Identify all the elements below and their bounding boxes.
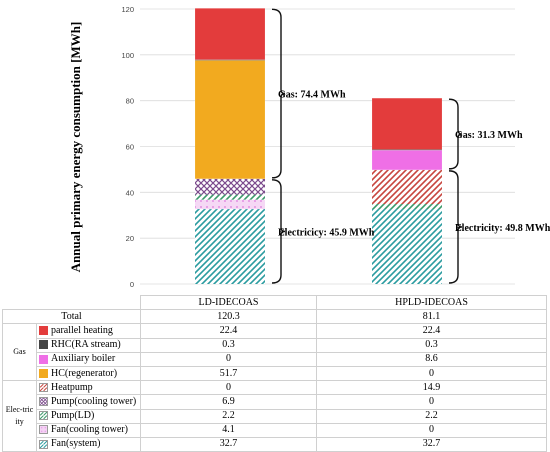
row-label-total: Total: [2, 309, 141, 325]
annotation-label: Electricicy: 45.9 MWh: [278, 227, 375, 238]
table-row: Gas parallel heating 22.4 22.4: [2, 323, 547, 382]
table-header-row: LD-IDECOAS HPLD-IDECOAS: [2, 294, 547, 311]
table-row: Auxiliary boiler 0 8.6: [3, 351, 547, 367]
series-name: parallel heating: [51, 324, 113, 336]
y-tick-label: 120: [121, 5, 134, 14]
cell-value: 4.1: [140, 422, 317, 438]
y-tick-label: 40: [126, 188, 134, 197]
bar-segment-pump-ld-hpld-idecoas: [372, 204, 442, 210]
cell-value: 0: [316, 422, 547, 438]
series-name: Fan(system): [51, 438, 101, 450]
table-row: Fan(cooling tower) 4.1 0: [3, 422, 547, 438]
table-row: Pump(LD) 2.2 2.2: [3, 408, 547, 424]
legend-swatch: [39, 397, 48, 407]
legend-swatch: [39, 340, 48, 350]
cell-value: 22.4: [140, 323, 317, 339]
bar-segment-fan-system-hpld-idecoas: [372, 209, 442, 284]
row-label-heatpump: Heatpump: [36, 380, 141, 396]
cell-value: 8.6: [316, 351, 547, 367]
series-name: HC(regenerator): [51, 367, 118, 379]
annotation-bracket: [448, 170, 463, 284]
cell-value: 0: [316, 365, 547, 382]
series-name: RHC(RA stream): [51, 339, 121, 351]
legend-swatch: [39, 368, 48, 378]
group-label-gas: Gas: [2, 323, 37, 382]
cell-value: 0: [140, 351, 317, 367]
bar-segment-pump-cooling-tower-ld-idecoas: [195, 178, 265, 195]
cell-value: 0: [316, 394, 547, 410]
annotation-label: Gas: 31.3 MWh: [455, 130, 523, 141]
row-label-pump-cooling-tower: Pump(cooling tower): [36, 394, 141, 410]
annotation-bracket: [448, 98, 463, 170]
series-name: Heatpump: [51, 381, 93, 393]
bar-segment-fan-system-ld-idecoas: [195, 209, 265, 284]
row-label-hc-regenerator: HC(regenerator): [36, 365, 141, 382]
cell-value: 0.3: [316, 337, 547, 353]
annotation-label: Electricity: 49.8 MWh: [455, 223, 550, 234]
table-row-total: Total 120.3 81.1: [2, 309, 547, 325]
row-label-rhc-ra-stream: RHC(RA stream): [36, 337, 141, 353]
cell-value: 2.2: [140, 408, 317, 424]
table-row: Fan(system) 32.7 32.7: [3, 436, 547, 452]
cell-value: 6.9: [140, 394, 317, 410]
total-value: 120.3: [140, 309, 317, 325]
series-name: Pump(LD): [51, 410, 95, 422]
bar-segment-fan-cooling-tower-ld-idecoas: [195, 199, 265, 210]
bar-segment-pump-ld-ld-idecoas: [195, 194, 265, 200]
legend-swatch: [39, 439, 48, 449]
bar-segment-parallel-heating-hpld-idecoas: [371, 97, 443, 150]
annotation-bracket: [271, 179, 286, 284]
total-value: 81.1: [316, 309, 547, 325]
y-tick-label: 100: [121, 51, 134, 60]
row-label-parallel-heating: parallel heating: [36, 323, 141, 339]
table-row: Pump(cooling tower) 6.9 0: [3, 394, 547, 410]
row-label-pump-ld: Pump(LD): [36, 408, 141, 424]
cell-value: 22.4: [316, 323, 547, 339]
legend-swatch: [39, 425, 48, 435]
cell-value: 32.7: [316, 436, 547, 452]
cell-value: 0.3: [140, 337, 317, 353]
cell-value: 32.7: [140, 436, 317, 452]
legend-swatch: [39, 326, 48, 336]
column-header: LD-IDECOAS: [140, 294, 317, 311]
cell-value: 0: [140, 380, 317, 396]
annotation-bracket: [271, 8, 286, 179]
row-label-fan-system: Fan(system): [36, 436, 141, 452]
bars: [194, 8, 443, 284]
row-label-auxiliary-boiler: Auxiliary boiler: [36, 351, 141, 367]
table-row: Elec-tricity Heatpump 0 14.9: [2, 380, 547, 452]
legend-swatch: [39, 382, 48, 392]
table-row: RHC(RA stream) 0.3 0.3: [3, 337, 547, 353]
cell-value: 51.7: [140, 365, 317, 382]
y-tick-labels: 0 20 40 60 80 100 120: [121, 5, 134, 289]
legend-swatch: [39, 354, 48, 364]
group-label-electricity: Elec-tricity: [2, 380, 37, 452]
cell-value: 14.9: [316, 380, 547, 396]
bar-segment-heatpump-hpld-idecoas: [372, 169, 442, 205]
table-corner: [2, 294, 141, 311]
column-header: HPLD-IDECOAS: [316, 294, 547, 311]
y-tick-label: 20: [126, 234, 134, 243]
series-name: Fan(cooling tower): [51, 424, 128, 436]
bar-segment-hc-regenerator-ld-idecoas: [194, 60, 266, 180]
row-label-fan-cooling-tower: Fan(cooling tower): [36, 422, 141, 438]
bar-segment-parallel-heating-ld-idecoas: [194, 8, 266, 60]
table-row: HC(regenerator) 51.7 0: [3, 365, 547, 382]
y-axis-label: Annual primary energy consumption [MWh]: [68, 22, 83, 273]
cell-value: 2.2: [316, 408, 547, 424]
y-tick-label: 60: [126, 143, 134, 152]
bar-segment-auxiliary-boiler-hpld-idecoas: [371, 149, 443, 171]
data-table: LD-IDECOAS HPLD-IDECOAS Total 120.3 81.1…: [2, 294, 547, 452]
stacked-bar-chart: 0 20 40 60 80 100 120 Gas: 74.4 MWh Electricicy…: [68, 5, 550, 289]
series-name: Auxiliary boiler: [51, 353, 116, 365]
legend-swatch: [39, 411, 48, 421]
y-tick-label: 0: [130, 280, 134, 289]
y-tick-label: 80: [126, 97, 134, 106]
series-name: Pump(cooling tower): [51, 395, 137, 407]
annotation-label: Gas: 74.4 MWh: [278, 90, 346, 101]
annotations: Gas: 74.4 MWh Electricicy: 45.9 MWh Gas: 3…: [271, 8, 550, 284]
